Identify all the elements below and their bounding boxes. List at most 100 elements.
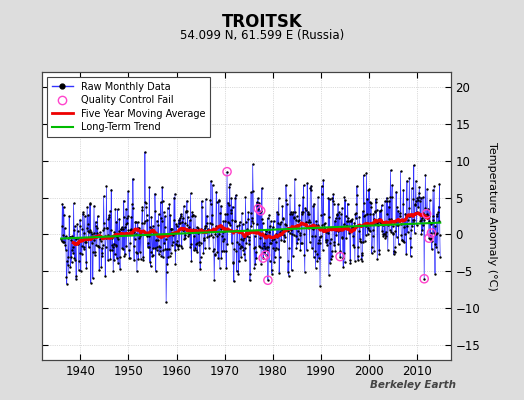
Point — [192, 224, 201, 230]
Point — [205, 244, 213, 251]
Point — [301, 269, 309, 275]
Point — [120, 214, 128, 220]
Point — [319, 246, 327, 253]
Point — [255, 199, 263, 206]
Point — [80, 244, 88, 250]
Point — [406, 235, 414, 242]
Point — [100, 225, 108, 231]
Point — [223, 168, 231, 175]
Point — [346, 260, 355, 266]
Point — [302, 247, 311, 253]
Point — [107, 227, 115, 233]
Point — [108, 234, 117, 241]
Point — [286, 210, 294, 217]
Point — [220, 236, 228, 243]
Point — [168, 225, 176, 232]
Point — [413, 194, 422, 201]
Point — [397, 221, 405, 228]
Point — [356, 238, 365, 245]
Point — [100, 193, 108, 199]
Point — [91, 219, 100, 225]
Point — [394, 222, 402, 229]
Point — [236, 219, 244, 225]
Point — [372, 196, 380, 202]
Point — [392, 188, 400, 195]
Point — [400, 239, 408, 245]
Point — [408, 222, 417, 229]
Point — [331, 218, 339, 224]
Point — [215, 196, 223, 203]
Point — [116, 266, 124, 272]
Point — [240, 251, 248, 257]
Point — [300, 252, 309, 258]
Point — [278, 230, 286, 236]
Point — [171, 190, 179, 197]
Point — [73, 240, 81, 246]
Point — [296, 247, 304, 254]
Point — [241, 194, 249, 201]
Point — [373, 220, 381, 226]
Point — [76, 223, 84, 229]
Point — [312, 221, 321, 228]
Point — [125, 246, 133, 253]
Point — [195, 228, 204, 234]
Point — [66, 264, 74, 270]
Point — [402, 196, 411, 203]
Point — [145, 233, 153, 239]
Point — [342, 223, 350, 229]
Point — [99, 242, 107, 248]
Point — [227, 240, 236, 246]
Point — [93, 225, 101, 232]
Point — [247, 189, 255, 196]
Point — [390, 248, 398, 254]
Point — [309, 254, 318, 260]
Point — [257, 208, 265, 214]
Point — [388, 222, 397, 229]
Point — [351, 210, 359, 217]
Point — [246, 271, 255, 278]
Point — [146, 263, 155, 270]
Point — [200, 235, 208, 241]
Point — [231, 218, 239, 224]
Point — [68, 259, 76, 266]
Point — [98, 253, 106, 259]
Point — [248, 218, 256, 224]
Point — [85, 229, 93, 236]
Point — [417, 217, 425, 223]
Point — [208, 221, 216, 227]
Point — [104, 216, 113, 222]
Point — [158, 218, 166, 224]
Point — [219, 218, 227, 224]
Point — [423, 213, 432, 220]
Point — [59, 204, 68, 210]
Point — [269, 244, 277, 251]
Point — [274, 211, 282, 217]
Point — [281, 233, 289, 240]
Point — [314, 222, 323, 229]
Point — [147, 214, 156, 220]
Point — [192, 240, 200, 247]
Point — [370, 221, 379, 227]
Point — [117, 224, 126, 230]
Point — [287, 267, 296, 274]
Point — [72, 276, 80, 282]
Point — [156, 199, 165, 205]
Point — [171, 261, 180, 267]
Point — [201, 222, 210, 229]
Point — [181, 232, 189, 238]
Point — [236, 243, 245, 249]
Point — [69, 250, 78, 256]
Point — [374, 222, 382, 228]
Point — [117, 226, 125, 232]
Point — [329, 197, 337, 204]
Point — [231, 194, 239, 201]
Point — [117, 226, 125, 232]
Text: 54.099 N, 61.599 E (Russia): 54.099 N, 61.599 E (Russia) — [180, 30, 344, 42]
Point — [246, 277, 254, 284]
Point — [199, 229, 207, 236]
Point — [191, 213, 199, 220]
Point — [114, 260, 122, 266]
Point — [182, 208, 190, 214]
Point — [235, 222, 244, 228]
Point — [430, 230, 438, 236]
